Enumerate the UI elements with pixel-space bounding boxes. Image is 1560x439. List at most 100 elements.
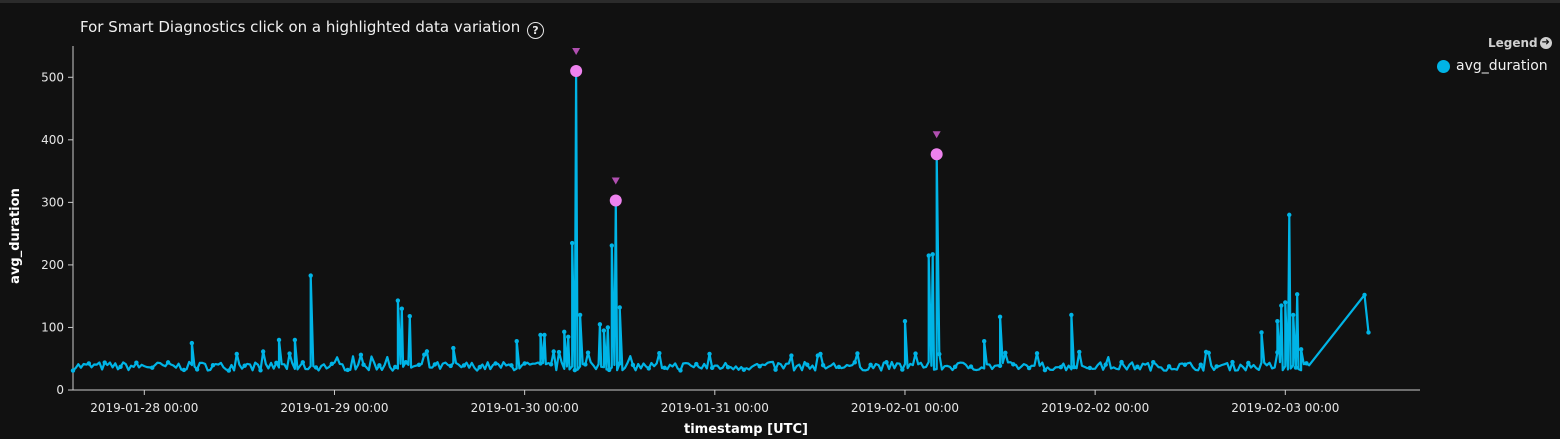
data-point xyxy=(1003,350,1008,356)
x-tick-label: 2019-02-01 00:00 xyxy=(851,401,959,415)
data-point xyxy=(1283,300,1288,305)
data-point xyxy=(997,314,1003,320)
data-point xyxy=(1275,319,1280,324)
data-point xyxy=(789,353,794,358)
legend-item-label: avg_duration xyxy=(1456,58,1548,74)
data-point xyxy=(1362,292,1367,298)
data-point xyxy=(1298,347,1304,352)
y-axis-title: avg_duration xyxy=(8,188,23,284)
data-point xyxy=(852,360,857,365)
data-point xyxy=(902,319,908,324)
x-tick-label: 2019-02-02 00:00 xyxy=(1041,401,1149,415)
data-point xyxy=(930,252,935,257)
data-point xyxy=(242,363,247,368)
data-point xyxy=(1103,362,1108,367)
data-point xyxy=(855,351,860,356)
data-point xyxy=(1071,364,1077,370)
data-point xyxy=(1119,359,1124,365)
data-point xyxy=(694,361,699,367)
data-point xyxy=(377,363,382,368)
data-point xyxy=(538,361,543,366)
data-point xyxy=(952,364,958,369)
series-line-avg-duration xyxy=(72,69,1370,372)
data-point xyxy=(403,359,408,365)
data-point xyxy=(569,240,575,246)
data-point xyxy=(329,361,335,367)
data-point xyxy=(707,351,712,357)
data-point xyxy=(210,363,216,368)
question-circle-icon[interactable]: ? xyxy=(527,22,544,39)
data-point xyxy=(292,337,298,343)
data-point xyxy=(1166,364,1172,369)
data-point xyxy=(361,362,366,367)
data-point xyxy=(1034,351,1040,356)
data-point xyxy=(1293,365,1299,370)
x-tick-label: 2019-02-03 00:00 xyxy=(1231,401,1339,415)
data-point xyxy=(461,363,467,368)
y-tick-label: 100 xyxy=(41,320,64,334)
data-point xyxy=(399,306,405,311)
data-point xyxy=(1077,349,1082,355)
data-point xyxy=(189,340,195,346)
data-point xyxy=(662,365,667,370)
data-point xyxy=(358,352,364,358)
data-point xyxy=(1026,365,1032,371)
x-tick-label: 2019-01-28 00:00 xyxy=(90,401,198,415)
data-point xyxy=(577,312,583,318)
data-point xyxy=(566,334,571,340)
data-point xyxy=(165,360,171,365)
data-point xyxy=(451,345,456,351)
x-axis-title: timestamp [UTC] xyxy=(684,422,808,437)
legend-item-avg-duration[interactable]: avg_duration xyxy=(1437,58,1548,74)
anomaly-marker-icon xyxy=(572,48,581,56)
data-point xyxy=(1042,367,1048,373)
data-point xyxy=(1135,364,1140,369)
legend-title: Legend xyxy=(1488,36,1538,50)
data-point xyxy=(836,364,842,370)
data-point xyxy=(868,362,873,367)
data-point xyxy=(432,362,438,367)
data-point xyxy=(1294,292,1300,297)
data-point xyxy=(1182,362,1188,367)
y-tick-label: 300 xyxy=(41,195,64,209)
data-point xyxy=(968,364,974,369)
x-tick-label: 2019-01-31 00:00 xyxy=(661,401,769,415)
data-point xyxy=(70,368,76,373)
data-point xyxy=(493,361,498,366)
legend-swatch xyxy=(1437,59,1450,73)
y-tick-label: 0 xyxy=(56,383,64,397)
anomaly-marker-icon xyxy=(932,131,941,139)
data-point xyxy=(258,368,263,373)
data-point xyxy=(1214,364,1219,369)
data-point xyxy=(287,351,292,356)
top-border xyxy=(0,0,1560,3)
data-point xyxy=(709,365,715,371)
data-point xyxy=(548,362,554,367)
data-point xyxy=(1198,362,1203,367)
data-point xyxy=(884,360,889,365)
data-point xyxy=(605,325,611,330)
data-point xyxy=(134,360,139,365)
data-point xyxy=(1279,303,1284,308)
data-point xyxy=(1259,330,1264,335)
data-point xyxy=(274,360,279,366)
data-point xyxy=(606,367,612,373)
data-point xyxy=(181,367,187,373)
data-point xyxy=(818,351,823,357)
series-layer xyxy=(70,68,1371,373)
anomaly-point xyxy=(570,65,583,78)
data-point xyxy=(805,362,810,367)
data-point xyxy=(997,363,1003,368)
data-point xyxy=(609,243,614,248)
data-point xyxy=(630,362,636,368)
data-point xyxy=(407,313,412,319)
data-point xyxy=(424,349,430,354)
data-point xyxy=(926,253,931,258)
data-point xyxy=(1275,350,1280,355)
legend-toggle[interactable]: Legend ➜ xyxy=(1488,36,1552,50)
anomaly-marker-icon xyxy=(611,177,620,185)
data-point xyxy=(118,364,123,370)
data-point xyxy=(393,364,398,370)
data-point xyxy=(522,361,527,366)
